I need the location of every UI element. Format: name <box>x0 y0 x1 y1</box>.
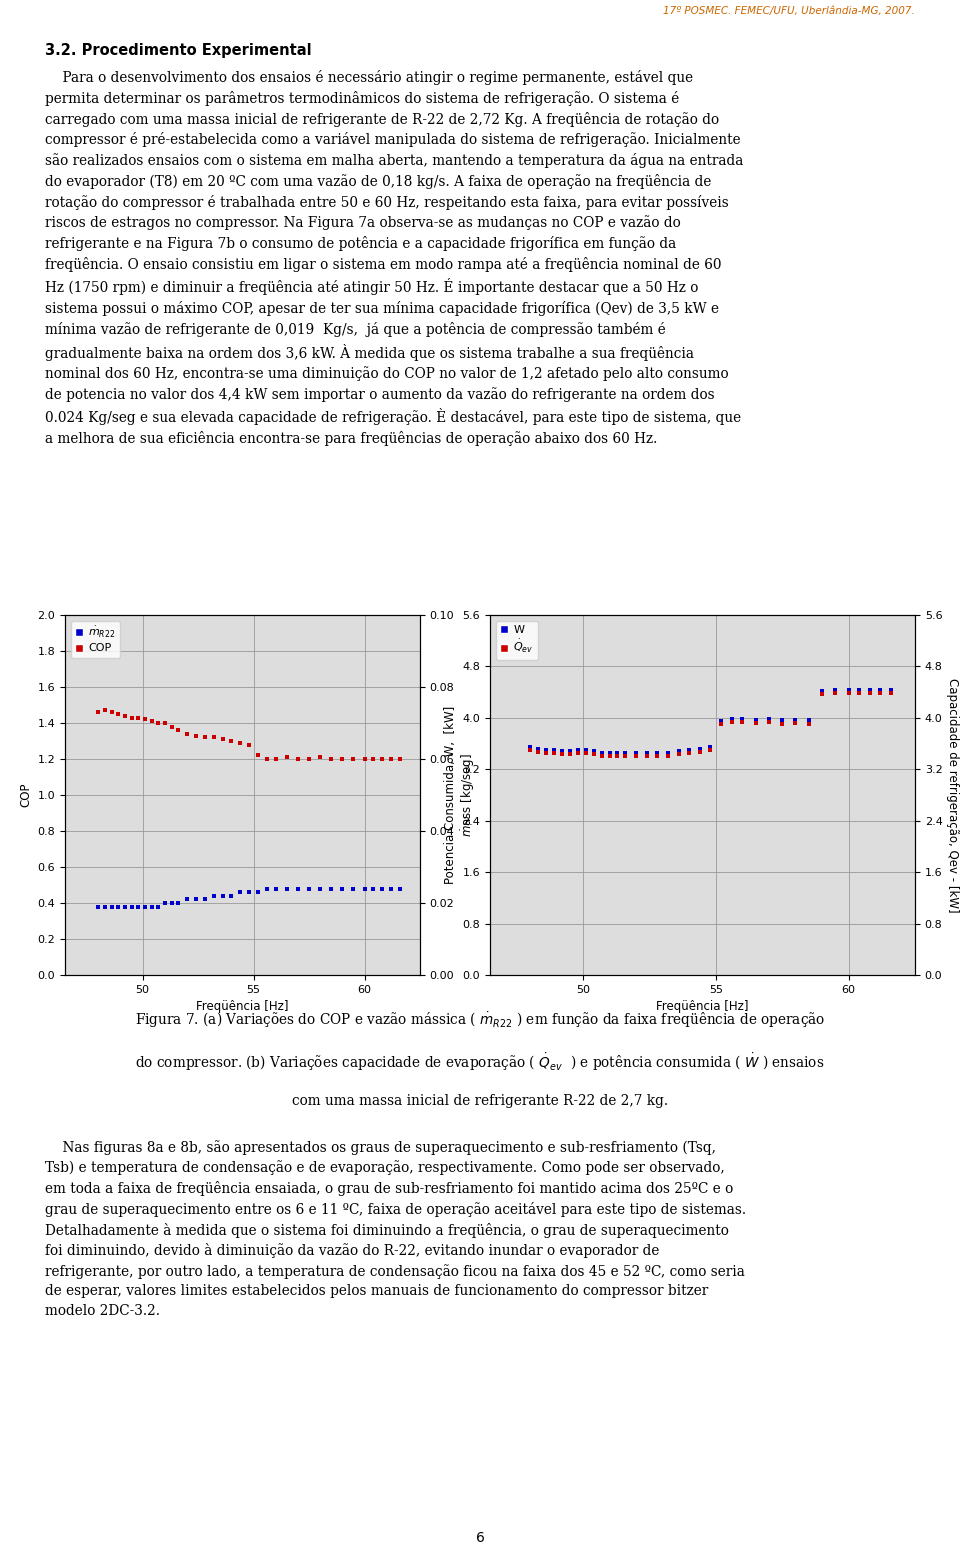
Text: com uma massa inicial de refrigerante R-22 de 2,7 kg.: com uma massa inicial de refrigerante R-… <box>292 1093 668 1107</box>
Text: 6: 6 <box>475 1532 485 1546</box>
Legend: $\dot{m}_{R22}$, COP: $\dot{m}_{R22}$, COP <box>70 620 120 658</box>
Text: Figura 7. (a) Variações do COP e vazão mássica ( $\dot{m}_{R22}$ ) em função da : Figura 7. (a) Variações do COP e vazão m… <box>134 1011 826 1029</box>
Y-axis label: $\dot{m}$ass [kg/seg]: $\dot{m}$ass [kg/seg] <box>460 753 477 837</box>
Text: Para o desenvolvimento dos ensaios é necessário atingir o regime permanente, est: Para o desenvolvimento dos ensaios é nec… <box>45 70 743 446</box>
Y-axis label: Potencia Consumida, W,  [kW]: Potencia Consumida, W, [kW] <box>444 706 457 885</box>
X-axis label: Freqüência [Hz]: Freqüência [Hz] <box>196 1000 289 1014</box>
Text: 17º POSMEC. FEMEC/UFU, Uberlândia-MG, 2007.: 17º POSMEC. FEMEC/UFU, Uberlândia-MG, 20… <box>663 6 915 16</box>
Y-axis label: COP: COP <box>19 782 32 807</box>
Y-axis label: Capacidade de refrigeração, Qev - [kW]: Capacidade de refrigeração, Qev - [kW] <box>947 678 959 913</box>
Legend: W, $\dot{Q}_{ev}$: W, $\dot{Q}_{ev}$ <box>495 620 539 659</box>
X-axis label: Freqüência [Hz]: Freqüência [Hz] <box>657 1000 749 1014</box>
Text: 3.2. Procedimento Experimental: 3.2. Procedimento Experimental <box>45 44 312 59</box>
Text: do compressor. (b) Variações capacidade de evaporação ( $\dot{Q}_{ev}$  ) e potê: do compressor. (b) Variações capacidade … <box>135 1051 825 1073</box>
Text: Nas figuras 8a e 8b, são apresentados os graus de superaquecimento e sub-resfria: Nas figuras 8a e 8b, são apresentados os… <box>45 1140 746 1317</box>
